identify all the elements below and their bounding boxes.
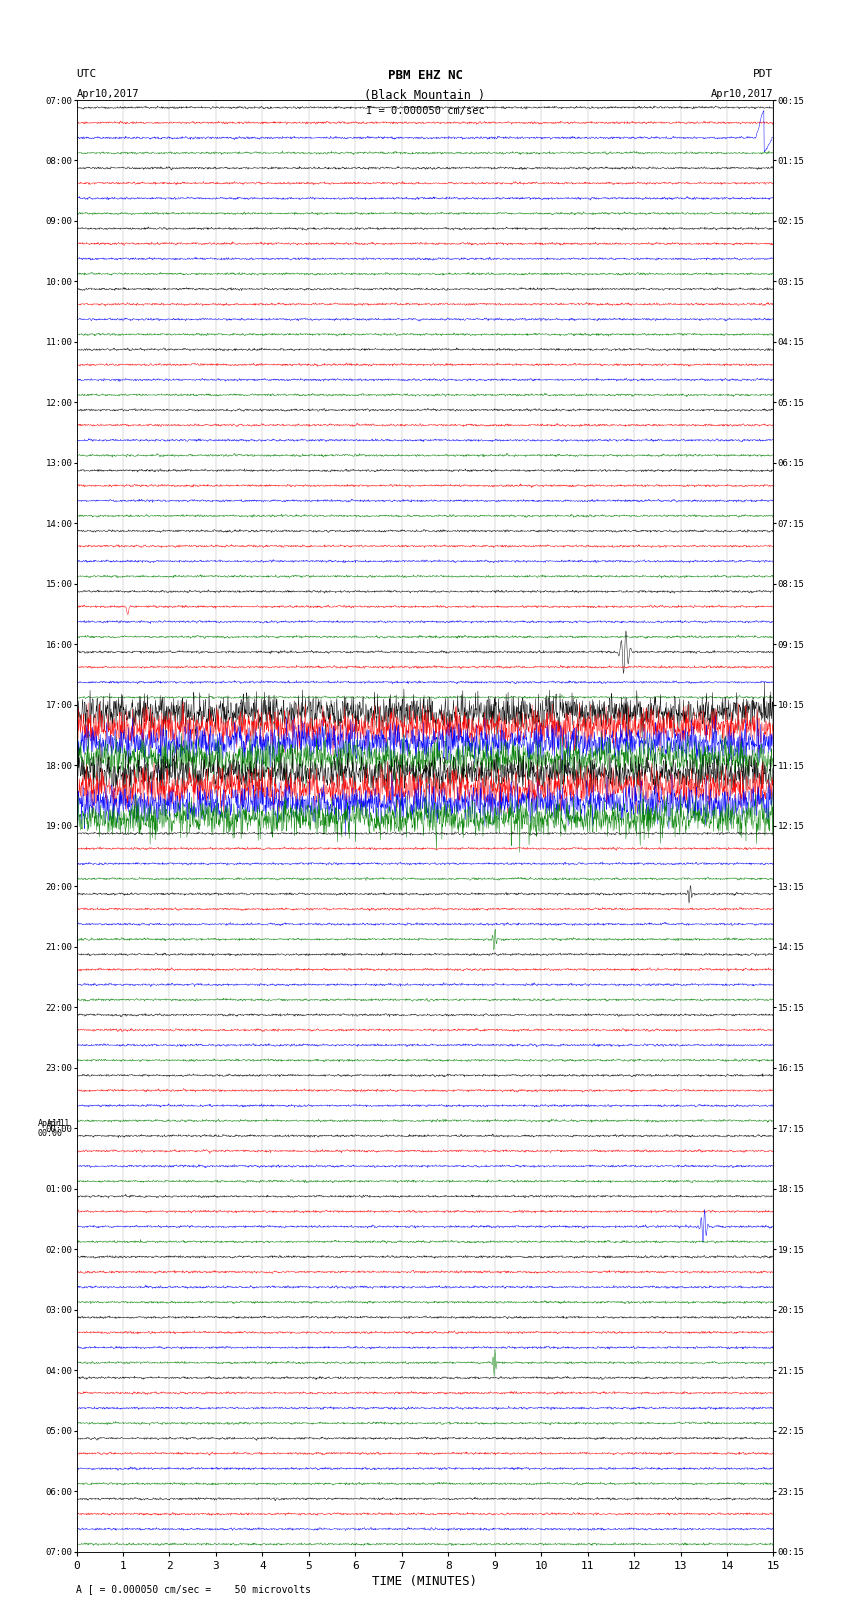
- Text: UTC: UTC: [76, 69, 97, 79]
- Text: A [ = 0.000050 cm/sec =    50 microvolts: A [ = 0.000050 cm/sec = 50 microvolts: [76, 1584, 311, 1594]
- Text: Apr10,2017: Apr10,2017: [711, 89, 774, 98]
- Text: Apr10,2017: Apr10,2017: [76, 89, 139, 98]
- Text: PBM EHZ NC: PBM EHZ NC: [388, 69, 462, 82]
- X-axis label: TIME (MINUTES): TIME (MINUTES): [372, 1574, 478, 1587]
- Text: Apr11
00:00: Apr11 00:00: [37, 1118, 63, 1139]
- Text: I = 0.000050 cm/sec: I = 0.000050 cm/sec: [366, 106, 484, 116]
- Text: PDT: PDT: [753, 69, 774, 79]
- Text: (Black Mountain ): (Black Mountain ): [365, 89, 485, 102]
- Text: Apr11: Apr11: [47, 1119, 70, 1129]
